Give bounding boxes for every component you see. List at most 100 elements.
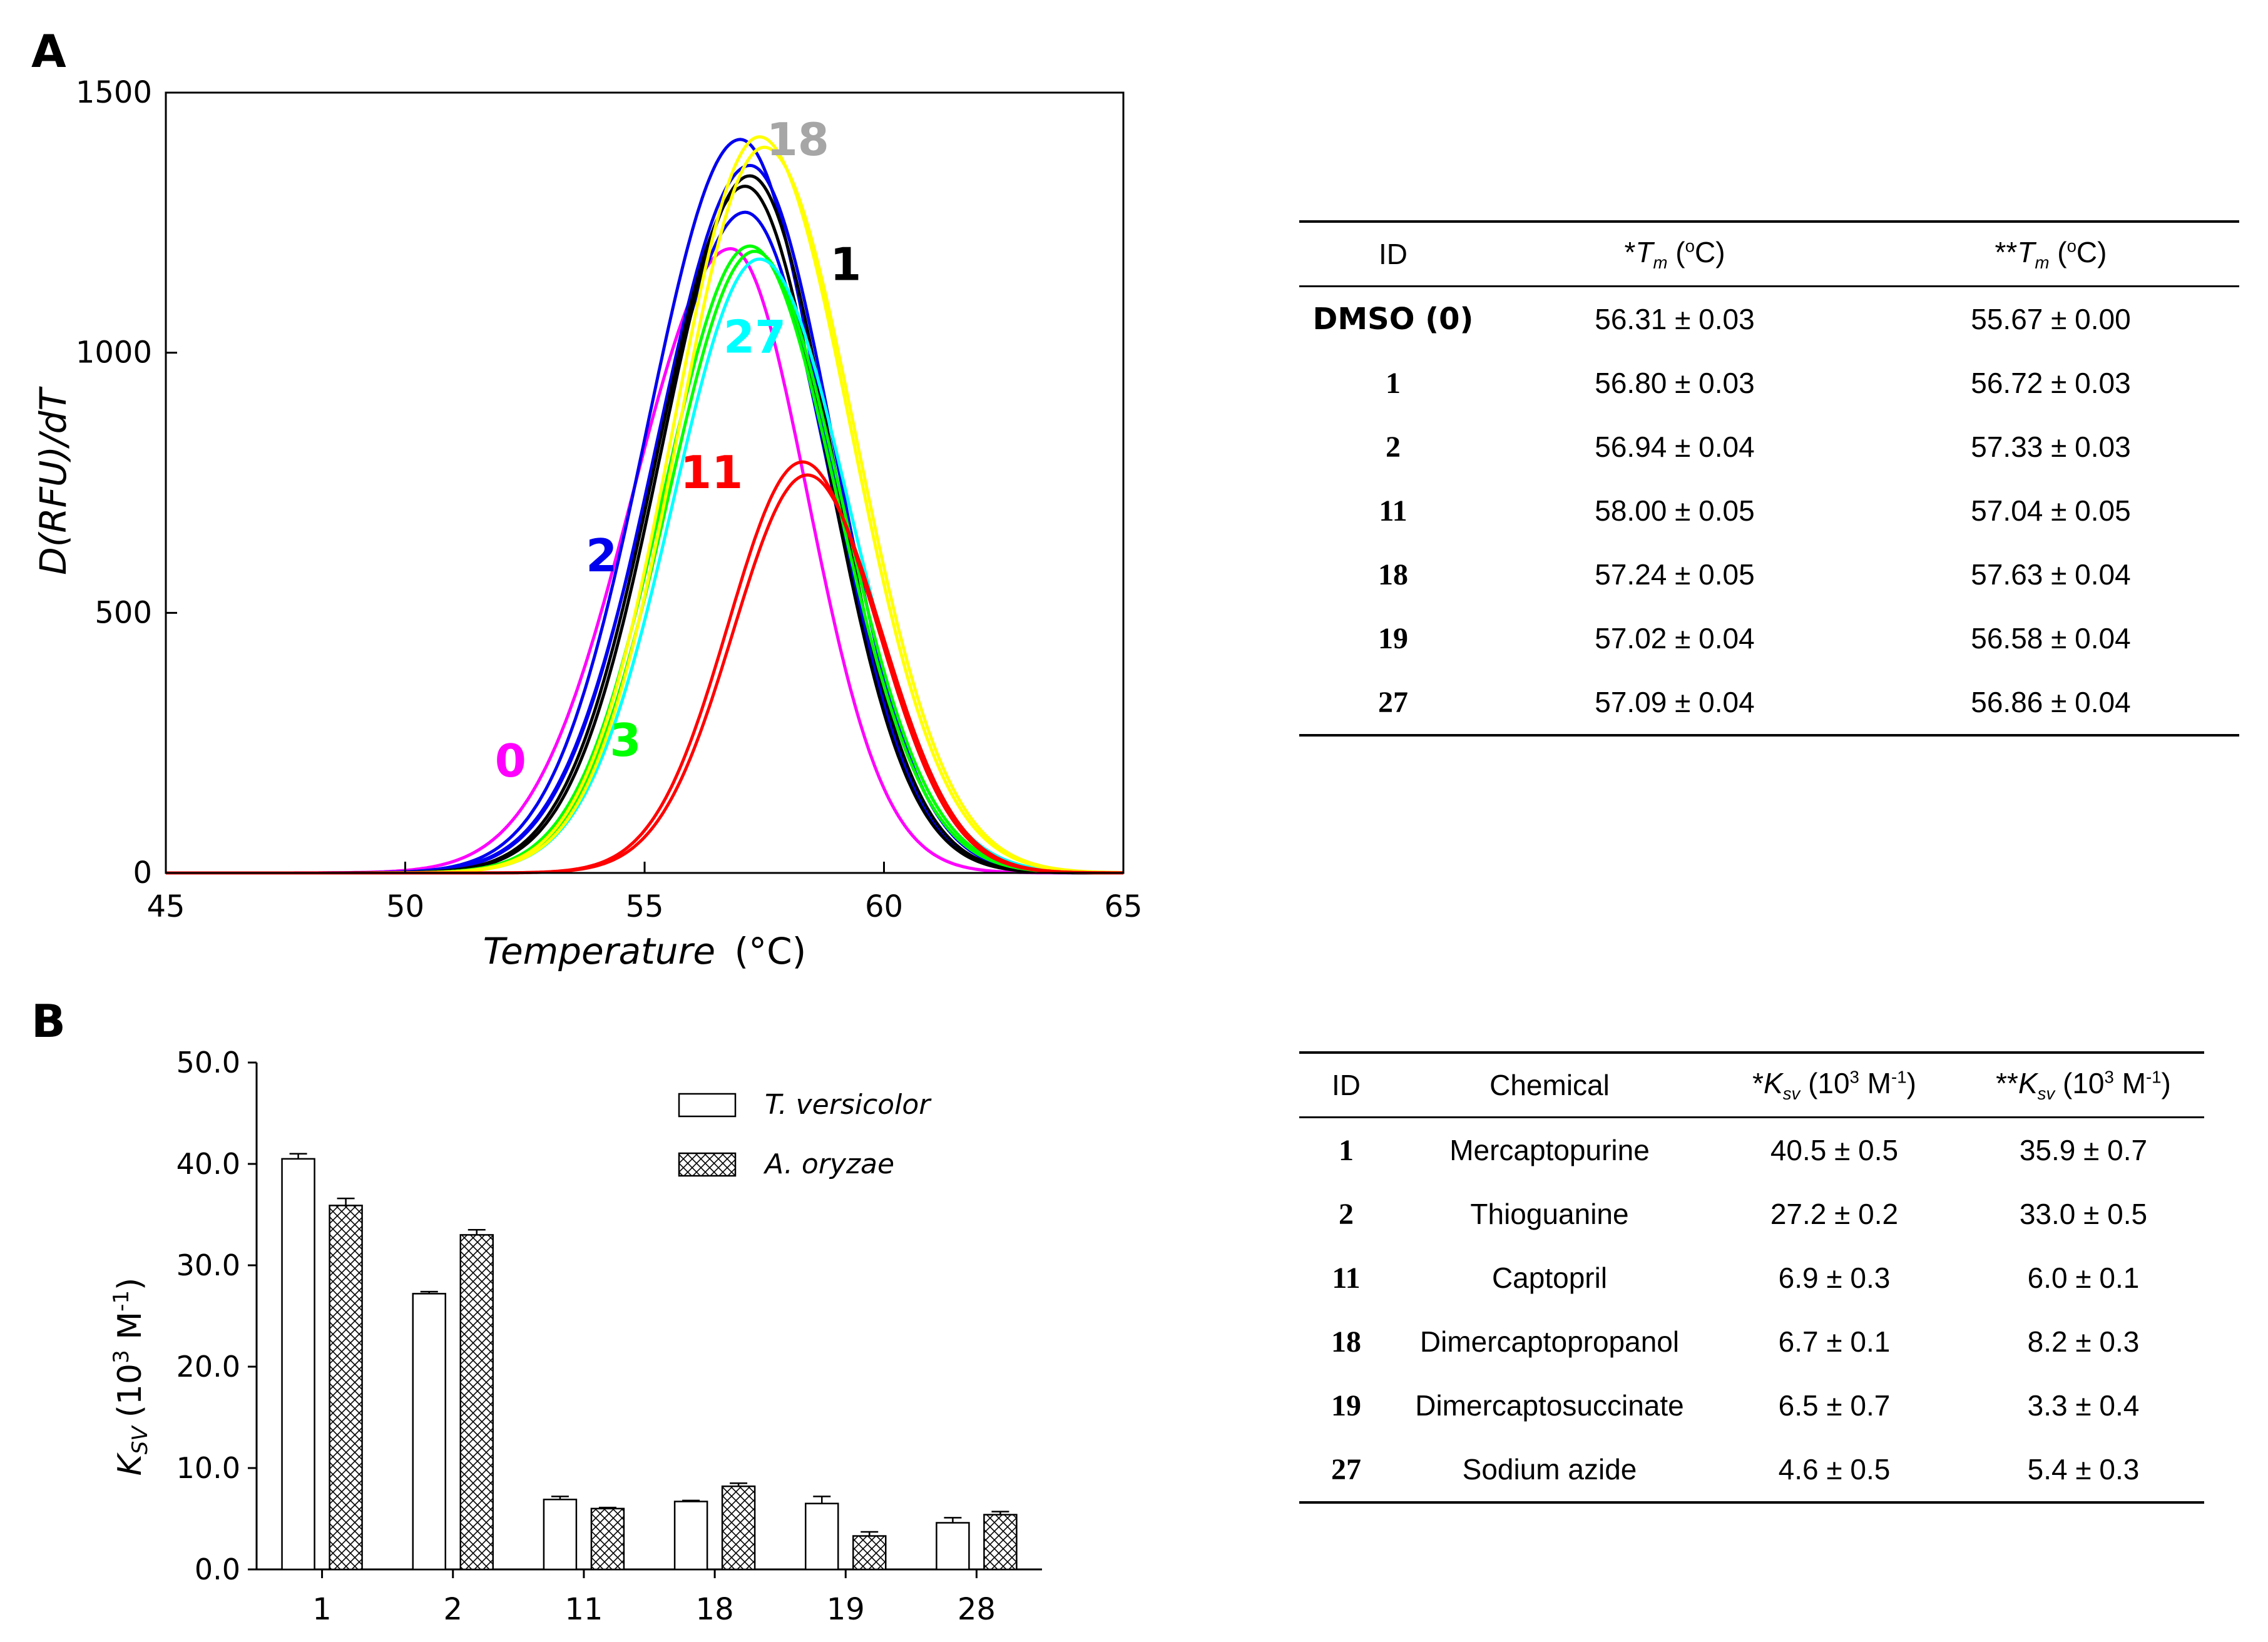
row-id: 27 — [1378, 685, 1408, 719]
series-label-group: 0 2 1 3 27 18 11 — [495, 113, 862, 787]
y-tick-label: 1500 — [76, 75, 152, 110]
x-tick-label: 19 — [827, 1592, 865, 1627]
curve-group — [166, 135, 1123, 875]
row-id: 27 — [1331, 1452, 1361, 1486]
table-row: 11 Captopril 6.9 ± 0.3 6.0 ± 0.1 — [1299, 1246, 2204, 1310]
header-ksv-1: *Ksv (103 M-1) — [1752, 1066, 1916, 1104]
row-id: 18 — [1378, 558, 1408, 591]
curve-series-3 — [166, 250, 1123, 875]
row-id: 19 — [1331, 1389, 1361, 1422]
table-row: 27 Sodium azide 4.6 ± 0.5 5.4 ± 0.3 — [1299, 1437, 2204, 1502]
row-id: 19 — [1378, 621, 1408, 655]
row-tm-2: 56.58 ± 0.04 — [1971, 622, 2131, 655]
row-id: 2 — [1386, 430, 1401, 464]
x-tick-label: 1 — [312, 1592, 332, 1627]
series-label-3: 3 — [610, 714, 641, 767]
series-label-11: 11 — [680, 446, 743, 499]
row-tm-1: 56.31 ± 0.03 — [1595, 303, 1755, 335]
row-id: 18 — [1331, 1325, 1361, 1359]
table-row: 2 Thioguanine 27.2 ± 0.2 33.0 ± 0.5 — [1299, 1182, 2204, 1246]
row-tm-2: 56.86 ± 0.04 — [1971, 686, 2131, 718]
row-id: DMSO (0) — [1312, 302, 1474, 337]
header-id: ID — [1379, 238, 1407, 270]
row-tm-2: 57.33 ± 0.03 — [1971, 431, 2131, 463]
row-chemical: Mercaptopurine — [1449, 1134, 1650, 1166]
table-row: 18 Dimercaptopropanol 6.7 ± 0.1 8.2 ± 0.… — [1299, 1310, 2204, 1374]
bar-group — [281, 1153, 1018, 1571]
curve-series-3 — [166, 244, 1123, 875]
x-tick-label: 2 — [443, 1592, 462, 1627]
legend: T. versicolor A. oryzae — [678, 1089, 932, 1180]
row-tm-2: 57.63 ± 0.04 — [1971, 558, 2131, 591]
axes-group: 0.0 10.0 20.0 30.0 40.0 50.0 1 2 11 18 19 28 — [176, 1046, 1042, 1627]
row-tm-1: 57.02 ± 0.04 — [1595, 622, 1755, 655]
ksv-bar-chart: 0.0 10.0 20.0 30.0 40.0 50.0 1 2 11 18 19 28 T. ver… — [109, 1046, 1042, 1627]
y-tick-label: 500 — [94, 595, 152, 630]
legend-swatch — [678, 1093, 737, 1118]
row-ksv-2: 3.3 ± 0.4 — [2027, 1389, 2140, 1422]
series-label-0: 0 — [495, 735, 526, 787]
row-ksv-2: 35.9 ± 0.7 — [2019, 1134, 2148, 1166]
bar-t-versicolor — [543, 1498, 578, 1571]
row-id: 2 — [1339, 1197, 1354, 1231]
bar-t-versicolor — [412, 1293, 446, 1571]
x-tick-label: 55 — [625, 889, 663, 924]
curve-series-2 — [166, 210, 1123, 875]
series-label-27: 27 — [723, 311, 786, 364]
bar-a-oryzae — [459, 1234, 494, 1571]
table-header-row: ID Chemical *Ksv (103 M-1) **Ksv (103 M-… — [1299, 1053, 2204, 1118]
row-tm-1: 57.09 ± 0.04 — [1595, 686, 1755, 718]
bar-a-oryzae — [983, 1514, 1018, 1571]
x-tick-label: 50 — [386, 889, 424, 924]
x-axis-label: Temperature (°C) — [483, 930, 807, 972]
series-label-2: 2 — [586, 529, 617, 582]
x-axis-label-main: Temperature — [483, 930, 715, 972]
y-tick-label: 40.0 — [176, 1147, 240, 1181]
row-chemical: Sodium azide — [1462, 1453, 1637, 1486]
row-ksv-2: 8.2 ± 0.3 — [2027, 1325, 2140, 1358]
row-id: 11 — [1379, 494, 1407, 528]
row-tm-1: 56.80 ± 0.03 — [1595, 367, 1755, 399]
row-chemical: Dimercaptopropanol — [1419, 1325, 1680, 1358]
row-tm-2: 57.04 ± 0.05 — [1971, 494, 2131, 527]
table-header-row: ID *Tm (oC) **Tm (oC) — [1299, 222, 2239, 287]
x-tick-label: 28 — [958, 1592, 996, 1627]
row-id: 1 — [1339, 1133, 1354, 1167]
row-tm-1: 58.00 ± 0.05 — [1595, 494, 1755, 527]
row-ksv-1: 27.2 ± 0.2 — [1770, 1198, 1899, 1230]
header-ksv-2: **Ksv (103 M-1) — [1996, 1066, 2171, 1104]
table-row: 19 Dimercaptosuccinate 6.5 ± 0.7 3.3 ± 0… — [1299, 1374, 2204, 1437]
melting-temperature-table: ID *Tm (oC) **Tm (oC) DMSO (0) 56.31 ± 0… — [1299, 220, 2239, 737]
row-ksv-2: 5.4 ± 0.3 — [2027, 1453, 2140, 1486]
table-row: DMSO (0) 56.31 ± 0.03 55.67 ± 0.00 — [1299, 287, 2239, 352]
legend-label: A. oryzae — [763, 1148, 894, 1180]
bar-t-versicolor — [805, 1502, 839, 1571]
table-row: 2 56.94 ± 0.04 57.33 ± 0.03 — [1299, 415, 2239, 479]
row-chemical: Captopril — [1491, 1262, 1608, 1294]
row-tm-2: 56.72 ± 0.03 — [1971, 367, 2131, 399]
panel-b-letter: B — [31, 995, 66, 1048]
bar-a-oryzae — [329, 1205, 363, 1571]
header-id: ID — [1332, 1069, 1361, 1101]
header-chemical: Chemical — [1489, 1069, 1610, 1101]
header-tm-2: **Tm (oC) — [1995, 235, 2107, 273]
table-row: 18 57.24 ± 0.05 57.63 ± 0.04 — [1299, 543, 2239, 606]
y-tick-label: 0 — [133, 855, 152, 890]
x-tick-label: 11 — [564, 1592, 603, 1627]
y-tick-label: 50.0 — [176, 1046, 240, 1079]
table-row: 27 57.09 ± 0.04 56.86 ± 0.04 — [1299, 670, 2239, 735]
y-tick-label: 1000 — [76, 335, 152, 370]
bar-a-oryzae — [721, 1485, 756, 1571]
table-row: 1 Mercaptopurine 40.5 ± 0.5 35.9 ± 0.7 — [1299, 1118, 2204, 1183]
row-tm-1: 57.24 ± 0.05 — [1595, 558, 1755, 591]
x-tick-label: 45 — [146, 889, 185, 924]
row-ksv-1: 4.6 ± 0.5 — [1778, 1453, 1891, 1486]
bar-t-versicolor — [936, 1522, 970, 1571]
bar-t-versicolor — [673, 1501, 708, 1571]
row-id: 11 — [1332, 1261, 1361, 1295]
curve-series-0 — [166, 247, 1123, 875]
row-ksv-1: 40.5 ± 0.5 — [1770, 1134, 1899, 1166]
curve-series-1 — [166, 174, 1123, 875]
y-tick-label: 30.0 — [176, 1248, 240, 1282]
header-tm-1: *Tm (oC) — [1624, 235, 1725, 273]
